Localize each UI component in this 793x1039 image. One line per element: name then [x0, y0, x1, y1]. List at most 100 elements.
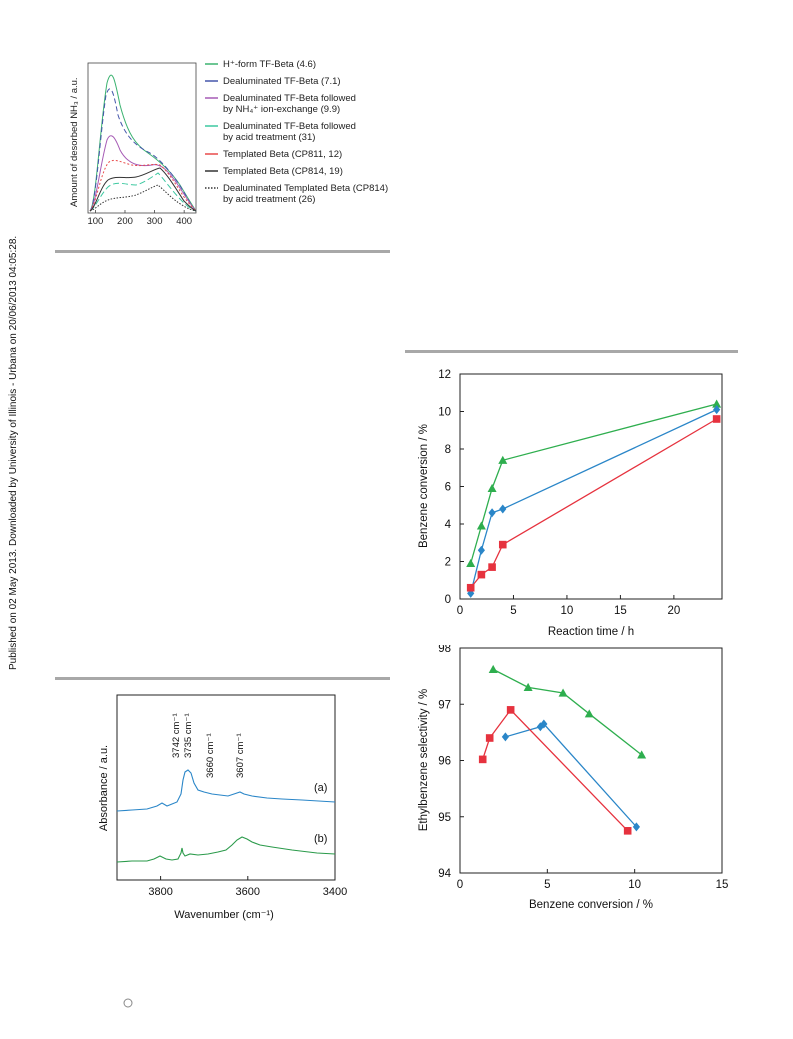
conv-series-line-diamond [470, 409, 717, 594]
sel-series-line-diamond [505, 723, 637, 828]
tpd-x-tick-label: 400 [176, 216, 192, 227]
tpd-curve-5 [89, 167, 197, 212]
ir-peak-label-3742: 3742 cm⁻¹ [171, 713, 182, 758]
conv-point-diamond [499, 504, 507, 514]
sel-y-tick-label: 94 [438, 868, 451, 880]
conv-point-diamond [467, 588, 475, 598]
conv-point-triangle [487, 483, 497, 492]
sel-y-label: Ethylbenzene selectivity / % [418, 689, 430, 832]
conv-x-tick-label: 0 [457, 605, 463, 617]
sel-point-square [478, 755, 487, 764]
sel-series-line-square [482, 708, 629, 832]
ir-plot-frame [116, 694, 336, 881]
conv-y-tick-label: 12 [438, 369, 451, 381]
conv-y-tick-label: 6 [445, 482, 451, 494]
ir-spectrum-b [116, 836, 336, 863]
conv-series-line-triangle [470, 403, 717, 564]
ir-series-label-b: (b) [314, 833, 327, 845]
tpd-legend-label: Dealuminated Templated Beta (CP814) [223, 183, 388, 194]
tpd-curve-1 [89, 88, 197, 212]
tpd-legend-label: by acid treatment (31) [223, 132, 315, 143]
sel-point-triangle [637, 750, 647, 759]
tpd-x-tick-label: 300 [147, 216, 163, 227]
tpd-x-tick-label: 200 [117, 216, 133, 227]
publication-note-text: Published on 02 May 2013. Downloaded by … [8, 236, 19, 670]
conv-point-square [498, 540, 507, 549]
conv-y-tick-label: 0 [445, 594, 451, 606]
tpd-plot-frame [87, 62, 197, 214]
sel-x-tick-label: 0 [457, 879, 463, 891]
sel-point-diamond [632, 822, 641, 832]
ir-x-tick-label: 3600 [236, 886, 260, 898]
conv-series-line-square [470, 418, 717, 589]
tpd-legend-label: Templated Beta (CP811, 12) [223, 149, 342, 160]
tpd-legend-label: by NH₄⁺ ion-exchange (9.9) [223, 104, 340, 115]
ir-x-label: Wavenumber (cm⁻¹) [174, 909, 274, 921]
sel-x-tick-label: 15 [716, 879, 729, 891]
conv-point-diamond [488, 508, 496, 518]
conv-point-triangle [466, 558, 476, 567]
conv-x-tick-label: 5 [510, 605, 516, 617]
conv-y-tick-label: 10 [438, 407, 451, 419]
section-rule-left [55, 677, 390, 680]
ir-spectrum-chart: Absorbance / a.u. Wavenumber (cm⁻¹) 3800… [98, 694, 347, 921]
section-rule-top [55, 250, 390, 253]
sel-point-square [623, 827, 632, 835]
tpd-y-label: Amount of desorbed NH₃ / a.u. [69, 77, 80, 207]
sel-plot-frame [459, 647, 723, 874]
tpd-legend-label: Dealuminated TF-Beta (7.1) [223, 76, 341, 87]
conv-x-tick-label: 15 [614, 605, 627, 617]
sel-point-square [485, 734, 494, 742]
sel-x-label: Benzene conversion / % [529, 899, 653, 911]
tpd-legend-label: Templated Beta (CP814, 19) [223, 166, 343, 177]
sel-point-triangle [584, 709, 594, 718]
sel-x-tick-label: 10 [628, 879, 641, 891]
conv-point-diamond [477, 545, 485, 555]
sel-y-tick-label: 95 [438, 812, 451, 824]
ir-peak-label-3607: 3607 cm⁻¹ [235, 733, 246, 778]
conv-y-tick-label: 2 [445, 557, 451, 569]
sel-y-tick-label: 97 [438, 699, 451, 711]
sidebar-publication-note: Published on 02 May 2013. Downloaded by … [8, 236, 19, 670]
tpd-legend-label: by acid treatment (26) [223, 194, 315, 205]
sel-point-square [506, 706, 515, 714]
sel-y-tick-label: 96 [438, 756, 451, 768]
tpd-curve-3 [89, 172, 197, 212]
conv-point-triangle [712, 399, 722, 408]
sel-series-line-triangle [492, 668, 643, 756]
sel-point-triangle [488, 664, 498, 673]
conv-y-label: Benzene conversion / % [418, 424, 430, 548]
conv-point-square [466, 583, 475, 592]
benzene-conversion-chart: Reaction time / h Benzene conversion / %… [418, 369, 723, 638]
sel-x-tick-label: 5 [544, 879, 550, 891]
ir-x-tick-label: 3800 [148, 886, 172, 898]
tpd-curve-6 [89, 184, 197, 212]
ir-spectrum-a [116, 769, 336, 812]
conv-point-square [712, 415, 721, 423]
conv-point-square [488, 563, 496, 571]
ir-series-label-a: (a) [314, 782, 327, 794]
tpd-legend-label: Dealuminated TF-Beta followed [223, 93, 356, 104]
ethylbenzene-selectivity-chart: Benzene conversion / % Ethylbenzene sele… [418, 645, 729, 911]
tpd-chart: Amount of desorbed NH₃ / a.u. 100 200 300 4… [69, 59, 388, 227]
conv-y-tick-label: 8 [445, 444, 451, 456]
ir-peak-label-3735: 3735 cm⁻¹ [183, 713, 194, 758]
tpd-legend-label: Dealuminated TF-Beta followed [223, 121, 356, 132]
conv-point-square [477, 570, 486, 579]
conv-x-tick-label: 10 [561, 605, 574, 617]
section-rule-right [405, 350, 738, 353]
conv-y-tick-label: 4 [445, 519, 452, 531]
ir-x-tick-label: 3400 [323, 886, 347, 898]
tpd-x-tick-label: 100 [87, 216, 103, 227]
sel-point-triangle [523, 682, 533, 691]
conv-point-triangle [476, 521, 486, 530]
ir-y-label: Absorbance / a.u. [98, 745, 110, 831]
conv-point-triangle [498, 455, 508, 464]
conv-x-tick-label: 20 [667, 605, 680, 617]
ir-peak-label-3660: 3660 cm⁻¹ [205, 733, 216, 778]
sel-point-diamond [501, 732, 510, 742]
tpd-legend-label: H⁺-form TF-Beta (4.6) [223, 59, 316, 70]
tpd-curve-2 [89, 135, 197, 212]
conv-point-diamond [713, 405, 721, 415]
conv-plot-frame [459, 373, 723, 600]
